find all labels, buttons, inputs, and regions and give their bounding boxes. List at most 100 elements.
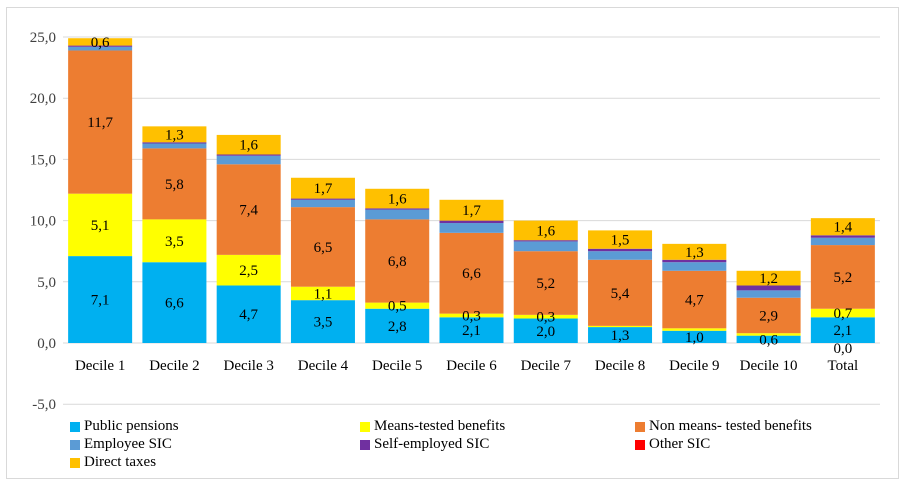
bar-segment xyxy=(365,209,430,220)
data-label: 1,0 xyxy=(685,330,704,346)
data-label: 2,9 xyxy=(759,308,778,324)
data-label: 4,7 xyxy=(685,293,704,309)
data-label: 6,6 xyxy=(165,296,184,312)
x-tick-label: Total xyxy=(828,358,859,374)
bar-segment xyxy=(439,220,504,224)
bar-segment xyxy=(736,335,801,343)
data-label: 6,5 xyxy=(314,240,333,256)
bar-segment xyxy=(68,50,133,194)
bar-segment xyxy=(662,270,727,329)
bar-segment xyxy=(736,270,801,286)
data-label: 1,6 xyxy=(536,223,555,239)
bar-segment xyxy=(439,317,504,343)
bar-segment xyxy=(736,333,801,336)
data-label: 7,4 xyxy=(239,203,258,219)
bar-segment xyxy=(68,193,133,257)
legend-label: Employee SIC xyxy=(84,436,172,452)
legend-item: Other SIC xyxy=(635,436,710,453)
data-label: 0,0 xyxy=(833,341,852,357)
bar-segment xyxy=(736,290,801,298)
data-label: 1,6 xyxy=(239,138,258,154)
x-tick-label: Decile 4 xyxy=(298,358,349,374)
bar-segment xyxy=(439,199,504,221)
data-label: 5,1 xyxy=(91,218,110,234)
bar-segment xyxy=(588,248,653,252)
legend-item: Means-tested benefits xyxy=(360,418,505,435)
x-tick-label: Decile 8 xyxy=(595,358,645,374)
legend-swatch xyxy=(360,421,370,432)
bar-segment xyxy=(439,232,504,314)
y-tick-label: 0,0 xyxy=(37,336,56,352)
data-label: 3,5 xyxy=(314,315,333,331)
data-label: 0,5 xyxy=(388,299,407,315)
legend-item: Non means- tested benefits xyxy=(635,418,812,435)
x-tick-label: Decile 7 xyxy=(521,358,572,374)
legend-item: Public pensions xyxy=(70,418,179,435)
data-label: 0,7 xyxy=(833,306,852,322)
data-label: 11,7 xyxy=(87,115,113,131)
bar-segment xyxy=(142,262,207,343)
bar-segment xyxy=(290,199,355,208)
data-label: 1,5 xyxy=(611,233,630,249)
data-label: 1,2 xyxy=(759,271,778,287)
data-label: 5,8 xyxy=(165,177,184,193)
data-label: 5,2 xyxy=(536,276,555,292)
bar-segment xyxy=(662,243,727,260)
bar-segment xyxy=(142,148,207,220)
bar-segment xyxy=(439,223,504,233)
bar-segment xyxy=(290,300,355,343)
bar-segment xyxy=(68,46,133,51)
bar-segment xyxy=(365,302,430,309)
bar-segment xyxy=(216,134,281,155)
y-tick-label: 20,0 xyxy=(30,91,56,107)
bar-segment xyxy=(216,155,281,165)
bar-segment xyxy=(365,219,430,303)
data-label: 0,3 xyxy=(536,310,555,326)
data-label: 1,3 xyxy=(611,328,630,344)
bar-segment xyxy=(216,285,281,343)
bar-segment xyxy=(810,317,875,343)
data-label: 1,3 xyxy=(165,127,184,143)
legend-swatch xyxy=(635,421,645,432)
legend-swatch xyxy=(70,421,80,432)
data-label: 7,1 xyxy=(91,293,110,309)
data-label: 2,1 xyxy=(462,323,481,339)
data-label: 2,8 xyxy=(388,319,407,335)
data-label: 1,7 xyxy=(462,203,481,219)
data-label: 4,7 xyxy=(239,307,258,323)
bar-segment xyxy=(216,154,281,156)
bar-segment xyxy=(68,38,133,46)
data-label: 1,7 xyxy=(314,181,333,197)
bar-segment xyxy=(365,308,430,343)
bar-segment xyxy=(513,241,578,252)
legend-label: Other SIC xyxy=(649,436,711,452)
data-label: 0,3 xyxy=(462,308,481,324)
bar-segment xyxy=(142,142,207,144)
chart-frame xyxy=(6,7,899,479)
data-label: 2,0 xyxy=(536,324,555,340)
bar-segment xyxy=(810,245,875,309)
legend-item: Employee SIC xyxy=(70,436,172,453)
data-label: 2,1 xyxy=(833,323,852,339)
bar-segment xyxy=(736,297,801,334)
bar-segment xyxy=(810,237,875,246)
data-label: 0,6 xyxy=(91,35,110,51)
bar-segment xyxy=(365,188,430,209)
x-tick-label: Decile 2 xyxy=(149,358,199,374)
x-tick-label: Decile 10 xyxy=(740,358,798,374)
bar-segment xyxy=(290,177,355,199)
bar-segment xyxy=(810,235,875,238)
bar-segment xyxy=(142,126,207,143)
data-label: 1,3 xyxy=(685,245,704,261)
data-label: 1,1 xyxy=(314,286,333,302)
legend-label: Public pensions xyxy=(84,418,179,434)
bar-segment xyxy=(736,285,801,291)
data-label: 2,5 xyxy=(239,263,258,279)
bar-segment xyxy=(662,262,727,271)
legend-item: Self-employed SIC xyxy=(360,436,489,453)
legend-swatch xyxy=(635,439,645,450)
bar-segment xyxy=(588,325,653,328)
legend-label: Self-employed SIC xyxy=(374,436,490,452)
y-tick-label: -5,0 xyxy=(32,397,56,413)
